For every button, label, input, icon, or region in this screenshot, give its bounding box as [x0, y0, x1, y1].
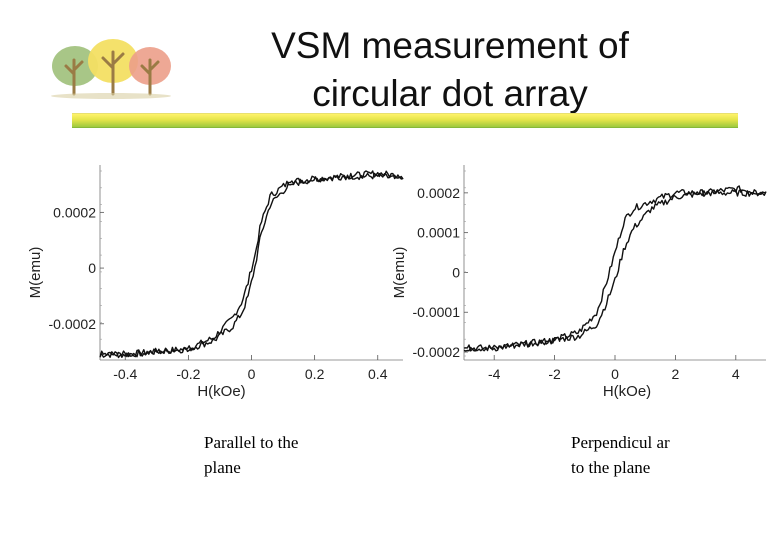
y-tick-label: 0 — [452, 264, 460, 280]
y-tick-label: -0.0001 — [413, 304, 461, 320]
title-line-2: circular dot array — [312, 73, 588, 114]
y-axis-label: M(emu) — [27, 247, 44, 299]
x-axis-label: H(kOe) — [603, 383, 651, 400]
x-tick-label: -2 — [548, 366, 561, 382]
chart-perpendicular: -0.0002 -0.0001 0 0.0001 0.0002 -4 -2 0 2 4 H(kOe)… — [391, 165, 767, 400]
series-line-1 — [463, 185, 767, 352]
x-tick-label: -0.4 — [113, 366, 137, 382]
caption-perpendicular: Perpendicul ar to the plane — [571, 433, 670, 477]
x-tick-label: 0 — [248, 366, 256, 382]
series-line-2 — [463, 188, 767, 352]
title-underline-bar — [72, 113, 738, 128]
y-tick-label: 0.0001 — [417, 225, 460, 241]
caption-parallel: Parallel to the plane — [204, 433, 299, 477]
title-line-1: VSM measurement of — [271, 25, 629, 66]
y-axis-label: M(emu) — [391, 247, 408, 299]
x-tick-label: 0.2 — [305, 366, 325, 382]
x-tick-label: -0.2 — [176, 366, 200, 382]
y-tick-label: -0.0002 — [413, 344, 461, 360]
y-tick-label: 0.0002 — [417, 185, 460, 201]
y-tick-label: 0 — [88, 260, 96, 276]
chart-parallel: -0.0002 0 0.0002 -0.4 -0.2 0 0.2 0.4 H(kOe) M(emu… — [27, 165, 404, 400]
x-tick-label: -4 — [488, 366, 501, 382]
series-line-2 — [99, 170, 404, 359]
x-tick-label: 0 — [611, 366, 619, 382]
slide-title: VSM measurement of circular dot array — [220, 22, 680, 118]
x-tick-label: 4 — [732, 366, 740, 382]
y-tick-label: -0.0002 — [49, 316, 97, 332]
y-tick-label: 0.0002 — [53, 204, 96, 220]
x-tick-label: 0.4 — [368, 366, 388, 382]
x-tick-label: 2 — [672, 366, 680, 382]
x-axis-label: H(kOe) — [197, 383, 245, 400]
tree-logo-icon — [51, 39, 171, 99]
series-line-1 — [99, 172, 404, 359]
